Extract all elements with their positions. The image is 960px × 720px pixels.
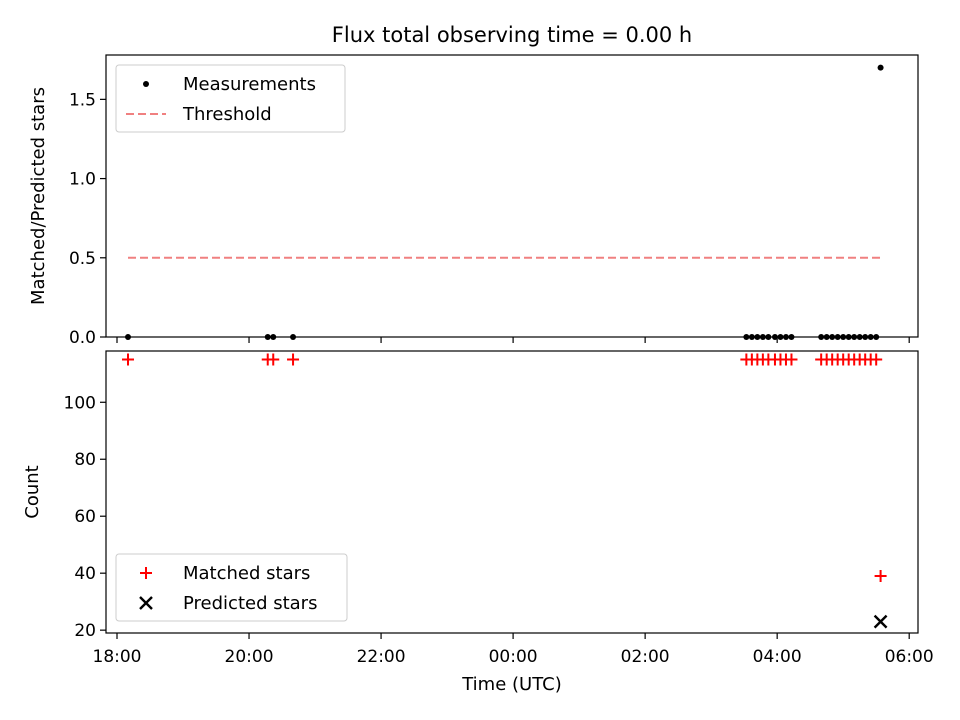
- x-tick-label: 22:00: [357, 647, 406, 667]
- x-tick-label: 02:00: [621, 647, 670, 667]
- chart-title: Flux total observing time = 0.00 h: [332, 23, 692, 47]
- x-tick-label: 04:00: [753, 647, 802, 667]
- y-tick-label: 40: [74, 564, 96, 584]
- y-tick-label: 1.5: [69, 90, 96, 110]
- legend-label: Measurements: [183, 74, 316, 95]
- legend: Measurements Threshold: [115, 64, 346, 133]
- y-tick-label: 0.5: [69, 249, 96, 269]
- legend-box: [115, 553, 348, 622]
- y-tick-label: 60: [74, 507, 96, 527]
- x-axis-label: Time (UTC): [461, 674, 562, 695]
- matched-star-point: [870, 353, 883, 366]
- matched-star-point: [267, 353, 280, 366]
- x-tick-label: 00:00: [489, 647, 538, 667]
- legend-marker-predicted-stars: [139, 596, 153, 610]
- top-panel: Flux total observing time = 0.00 h 0.0 0.5…: [28, 23, 919, 348]
- matched-star-point: [785, 353, 798, 366]
- matched-star-point: [287, 353, 300, 366]
- y-tick-label: 100: [64, 393, 96, 413]
- y-tick-label: 20: [74, 621, 96, 641]
- axes-frame: [105, 54, 919, 338]
- bottom-panel: 20 40 60 80 100 18:00 20:00 22:00 00:00 02:00 04:0…: [22, 350, 934, 695]
- y-tick-label: 1.0: [69, 170, 96, 190]
- axes-frame: [105, 350, 919, 634]
- x-tick-label: 20:00: [225, 647, 274, 667]
- legend-label: Matched stars: [183, 563, 310, 584]
- matched-star-point: [874, 570, 887, 583]
- y-axis-label: Count: [22, 465, 43, 518]
- measurement-point: [877, 64, 884, 71]
- legend: Matched stars Predicted stars: [115, 553, 348, 622]
- predicted-star-point: [873, 614, 888, 629]
- y-axis-label: Matched/Predicted stars: [28, 87, 49, 305]
- legend-marker-matched-stars: [140, 567, 152, 579]
- y-tick-label: 0.0: [69, 328, 96, 348]
- legend-marker-measurements: [143, 81, 149, 87]
- x-tick-label: 06:00: [885, 647, 934, 667]
- series-matched-stars: [122, 353, 887, 583]
- x-tick-label: 18:00: [93, 647, 142, 667]
- legend-box: [115, 64, 346, 133]
- series-predicted-stars: [873, 614, 888, 629]
- legend-label: Predicted stars: [183, 593, 317, 614]
- legend-label: Threshold: [182, 104, 272, 125]
- y-tick-label: 80: [74, 450, 96, 470]
- matched-star-point: [122, 353, 135, 366]
